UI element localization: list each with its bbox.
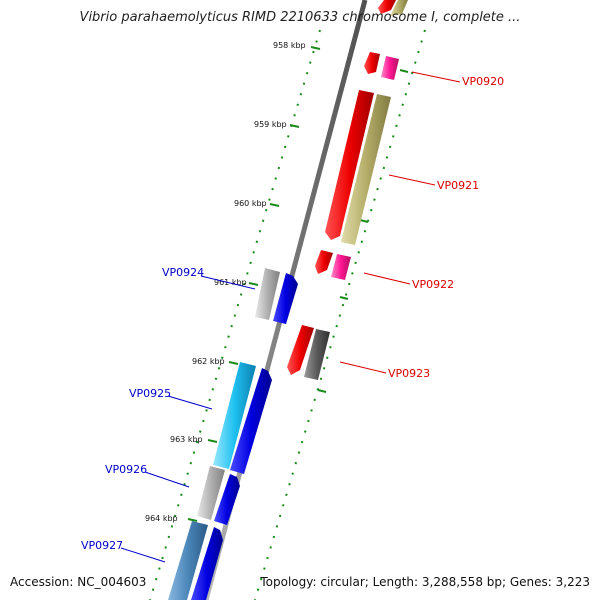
major-tick [248, 282, 259, 286]
tick-track-inner [254, 29, 426, 600]
gene-feature[interactable] [273, 273, 298, 324]
tick-label: 961 kbp [214, 278, 247, 287]
leader-line [411, 71, 461, 83]
gene-label-vp0924[interactable]: VP0924 [162, 266, 204, 279]
map-title: Vibrio parahaemolyticus RIMD 2210633 chr… [79, 10, 521, 25]
leader-line [120, 547, 166, 563]
leader-line [388, 174, 436, 186]
major-tick [207, 439, 218, 443]
leader-line [200, 275, 256, 290]
major-tick [228, 361, 239, 365]
gene-label-vp0921[interactable]: VP0921 [437, 179, 479, 192]
tick-label: 959 kbp [254, 120, 287, 129]
gene-label-vp0927[interactable]: VP0927 [81, 539, 123, 552]
inner-tick [317, 389, 327, 393]
leader-line [167, 395, 213, 410]
tick-label: 962 kbp [192, 357, 225, 366]
features-right [287, 0, 408, 380]
gene-leaders [120, 71, 461, 563]
features-left [168, 268, 298, 600]
leader-line [363, 272, 411, 285]
major-tick [289, 124, 300, 128]
gene-feature[interactable] [390, 0, 408, 16]
inner-tick [339, 296, 349, 300]
gene-feature[interactable] [230, 368, 272, 474]
gene-label-vp0920[interactable]: VP0920 [462, 75, 504, 88]
major-tick [187, 518, 198, 522]
gene-feature[interactable] [255, 268, 280, 320]
gene-label-vp0926[interactable]: VP0926 [105, 463, 147, 476]
accession-text: Accession: NC_004603 [10, 575, 147, 589]
gene-feature[interactable] [213, 362, 256, 469]
tick-label: 958 kbp [273, 41, 306, 50]
gene-feature[interactable] [341, 94, 391, 245]
gene-label-vp0925[interactable]: VP0925 [129, 387, 171, 400]
gene-feature[interactable] [331, 254, 351, 280]
tick-label: 963 kbp [170, 435, 203, 444]
leader-line [339, 361, 387, 374]
leader-line [144, 471, 190, 488]
gene-feature[interactable] [381, 56, 399, 80]
gene-feature[interactable] [378, 0, 396, 14]
gene-feature[interactable] [214, 474, 240, 525]
major-tick [310, 46, 321, 50]
genome-summary-text: Topology: circular; Length: 3,288,558 bp… [260, 575, 590, 589]
inner-tick [359, 219, 369, 223]
major-tick [269, 203, 280, 207]
gene-feature[interactable] [191, 527, 223, 600]
tick-label: 960 kbp [234, 199, 267, 208]
gene-feature[interactable] [325, 90, 374, 240]
gene-label-vp0922[interactable]: VP0922 [412, 278, 454, 291]
gene-feature[interactable] [287, 325, 314, 375]
gene-feature[interactable] [304, 329, 330, 380]
tick-label: 964 kbp [145, 514, 178, 523]
gene-feature[interactable] [364, 52, 380, 74]
inner-tick [399, 69, 409, 73]
gene-feature[interactable] [197, 466, 225, 520]
gene-feature[interactable] [168, 521, 208, 600]
gene-feature[interactable] [315, 250, 333, 274]
gene-label-vp0923[interactable]: VP0923 [388, 367, 430, 380]
kbp-ticks [187, 46, 409, 522]
